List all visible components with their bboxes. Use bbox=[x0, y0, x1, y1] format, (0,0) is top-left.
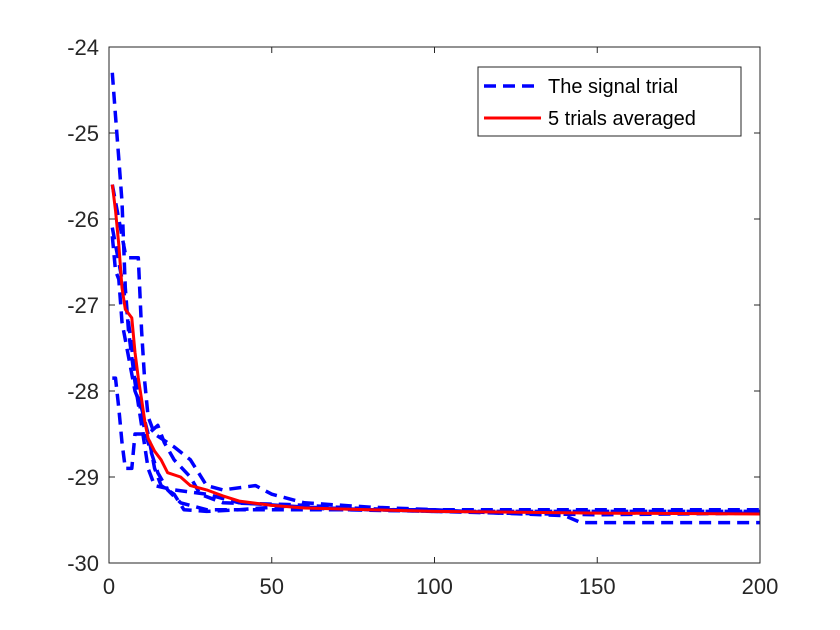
legend: The signal trial 5 trials averaged bbox=[477, 66, 742, 137]
y-tick-label: -29 bbox=[67, 465, 99, 490]
y-tick-label: -24 bbox=[67, 35, 99, 60]
axes-layer: 0 50 100 150 200 -24 -25 -26 -27 -28 -29 -30 bbox=[67, 35, 778, 599]
x-tick-label: 0 bbox=[103, 574, 115, 599]
x-tick-label: 200 bbox=[742, 574, 779, 599]
x-tick-label: 50 bbox=[260, 574, 284, 599]
legend-label: 5 trials averaged bbox=[548, 108, 696, 130]
legend-box bbox=[477, 66, 742, 137]
y-tick-label: -28 bbox=[67, 379, 99, 404]
y-tick-label: -27 bbox=[67, 293, 99, 318]
y-tick-label: -26 bbox=[67, 207, 99, 232]
legend-label: The signal trial bbox=[548, 76, 678, 98]
series-layer bbox=[110, 72, 761, 525]
x-tick-label: 150 bbox=[579, 574, 616, 599]
series-average bbox=[110, 184, 761, 516]
y-tick-label: -25 bbox=[67, 121, 99, 146]
x-tick-label: 100 bbox=[416, 574, 453, 599]
y-tick-label: -30 bbox=[67, 551, 99, 576]
